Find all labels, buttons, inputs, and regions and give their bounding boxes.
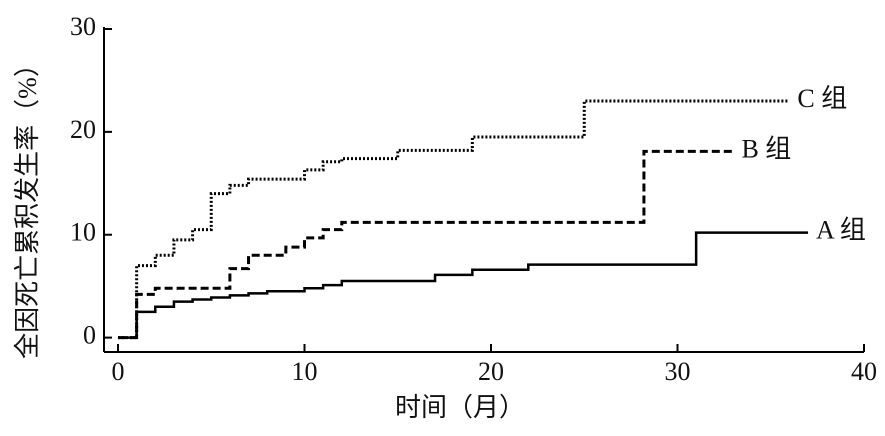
y-tick-label: 30: [70, 12, 96, 41]
x-tick-label: 0: [111, 357, 124, 386]
x-tick-label: 40: [851, 357, 877, 386]
legend-label: B 组: [741, 134, 791, 163]
series-line: [117, 149, 734, 340]
x-tick-label: 10: [291, 357, 317, 386]
y-tick-label: 0: [83, 321, 96, 350]
y-tick-label: 10: [70, 218, 96, 247]
x-tick-label: 20: [478, 357, 504, 386]
x-tick-label: 30: [664, 357, 690, 386]
y-tick-label: 20: [70, 115, 96, 144]
y-axis-label: 全因死亡累积发生率（%）: [13, 51, 42, 359]
legend-label: C 组: [797, 84, 847, 113]
series-line: [117, 231, 809, 339]
series-line: [117, 99, 790, 340]
x-axis-label: 时间（月）: [395, 393, 525, 422]
legend-label: A 组: [816, 216, 866, 245]
